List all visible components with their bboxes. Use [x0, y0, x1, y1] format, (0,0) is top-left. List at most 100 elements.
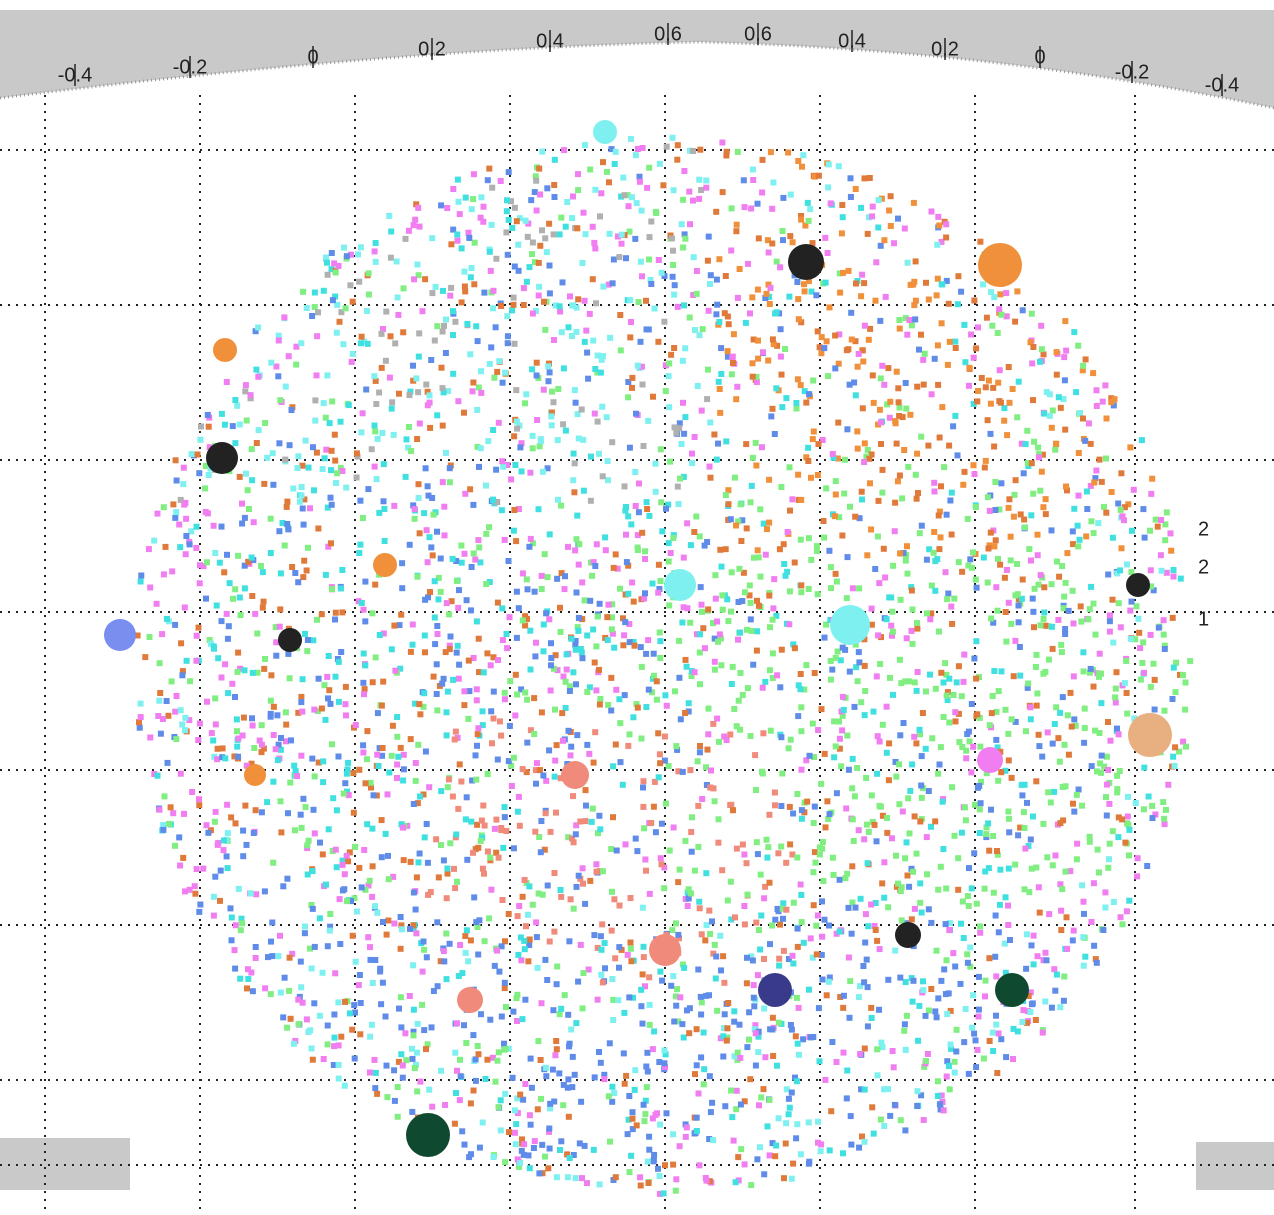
- scatter-point: [486, 524, 492, 530]
- scatter-point: [457, 211, 463, 217]
- scatter-point: [874, 1046, 880, 1052]
- scatter-point: [610, 763, 616, 769]
- scatter-point: [328, 540, 334, 546]
- scatter-point: [504, 645, 510, 651]
- scatter-point: [750, 177, 756, 183]
- scatter-point: [468, 819, 474, 825]
- scatter-point: [997, 902, 1003, 908]
- scatter-point: [855, 364, 861, 370]
- scatter-point: [614, 848, 620, 854]
- scatter-point: [519, 1148, 525, 1154]
- scatter-point: [471, 171, 477, 177]
- scatter-point: [790, 953, 796, 959]
- scatter-point: [886, 777, 892, 783]
- scatter-point: [222, 661, 228, 667]
- scatter-point: [986, 955, 992, 961]
- scatter-point: [798, 217, 804, 223]
- scatter-point: [581, 488, 587, 494]
- scatter-point: [1006, 866, 1012, 872]
- scatter-point: [778, 354, 784, 360]
- scatter-point: [670, 1162, 676, 1168]
- scatter-point: [1069, 724, 1075, 730]
- scatter-point: [168, 804, 174, 810]
- scatter-point: [457, 761, 463, 767]
- scatter-point: [379, 430, 385, 436]
- scatter-point: [859, 497, 865, 503]
- scatter-point: [780, 237, 786, 243]
- scatter-point: [587, 598, 593, 604]
- scatter-point: [478, 838, 484, 844]
- scatter-point: [742, 204, 748, 210]
- scatter-point: [426, 493, 432, 499]
- scatter-point: [938, 670, 944, 676]
- scatter-point: [816, 441, 822, 447]
- scatter-point: [1016, 603, 1022, 609]
- scatter-point: [339, 468, 345, 474]
- scatter-point: [232, 947, 238, 953]
- scatter-point: [306, 465, 312, 471]
- scatter-point: [493, 324, 499, 330]
- scatter-point: [1162, 646, 1168, 652]
- scatter-point: [475, 537, 481, 543]
- scatter-point: [758, 574, 764, 580]
- scatter-point: [529, 366, 535, 372]
- scatter-point: [833, 571, 839, 577]
- scatter-point: [138, 701, 144, 707]
- scatter-point: [892, 418, 898, 424]
- scatter-point: [764, 855, 770, 861]
- scatter-point: [605, 458, 611, 464]
- scatter-point: [939, 404, 945, 410]
- scatter-point: [652, 306, 658, 312]
- scatter-point: [203, 596, 209, 602]
- scatter-point: [323, 572, 329, 578]
- scatter-point: [856, 659, 862, 665]
- scatter-point: [729, 371, 735, 377]
- scatter-point: [357, 498, 363, 504]
- scatter-point: [915, 1038, 921, 1044]
- scatter-point: [328, 701, 334, 707]
- scatter-point: [1003, 1054, 1009, 1060]
- scatter-point: [225, 865, 231, 871]
- scatter-point: [507, 678, 513, 684]
- scatter-point: [452, 1050, 458, 1056]
- scatter-point: [485, 771, 491, 777]
- scatter-point: [417, 794, 423, 800]
- scatter-point: [903, 558, 909, 564]
- scatter-point: [227, 580, 233, 586]
- scatter-point: [1019, 1019, 1025, 1025]
- scatter-point: [778, 326, 784, 332]
- scatter-point: [756, 603, 762, 609]
- scatter-point: [1031, 439, 1037, 445]
- scatter-point: [209, 730, 215, 736]
- scatter-point: [420, 308, 426, 314]
- scatter-point: [607, 231, 613, 237]
- scatter-point: [309, 313, 315, 319]
- scatter-point: [699, 609, 705, 615]
- scatter-point: [943, 886, 949, 892]
- scatter-point: [312, 944, 318, 950]
- scatter-point: [147, 634, 153, 640]
- scatter-point: [635, 146, 641, 152]
- scatter-point: [522, 877, 528, 883]
- scatter-point: [584, 350, 590, 356]
- scatter-point: [332, 1035, 338, 1041]
- scatter-point: [914, 626, 920, 632]
- scatter-point: [427, 392, 433, 398]
- scatter-point: [1040, 1030, 1046, 1036]
- scatter-point: [195, 737, 201, 743]
- scatter-point: [618, 347, 624, 353]
- scatter-point: [379, 365, 385, 371]
- scatter-point: [885, 977, 891, 983]
- scatter-point: [1093, 468, 1099, 474]
- scatter-point: [697, 533, 703, 539]
- scatter-point: [1058, 642, 1064, 648]
- scatter-point: [552, 758, 558, 764]
- scatter-point: [228, 905, 234, 911]
- scatter-point: [578, 1099, 584, 1105]
- scatter-point: [1081, 668, 1087, 674]
- scatter-point: [582, 339, 588, 345]
- scatter-point: [673, 743, 679, 749]
- scatter-point: [161, 571, 167, 577]
- scatter-point: [510, 1075, 516, 1081]
- scatter-point: [810, 378, 816, 384]
